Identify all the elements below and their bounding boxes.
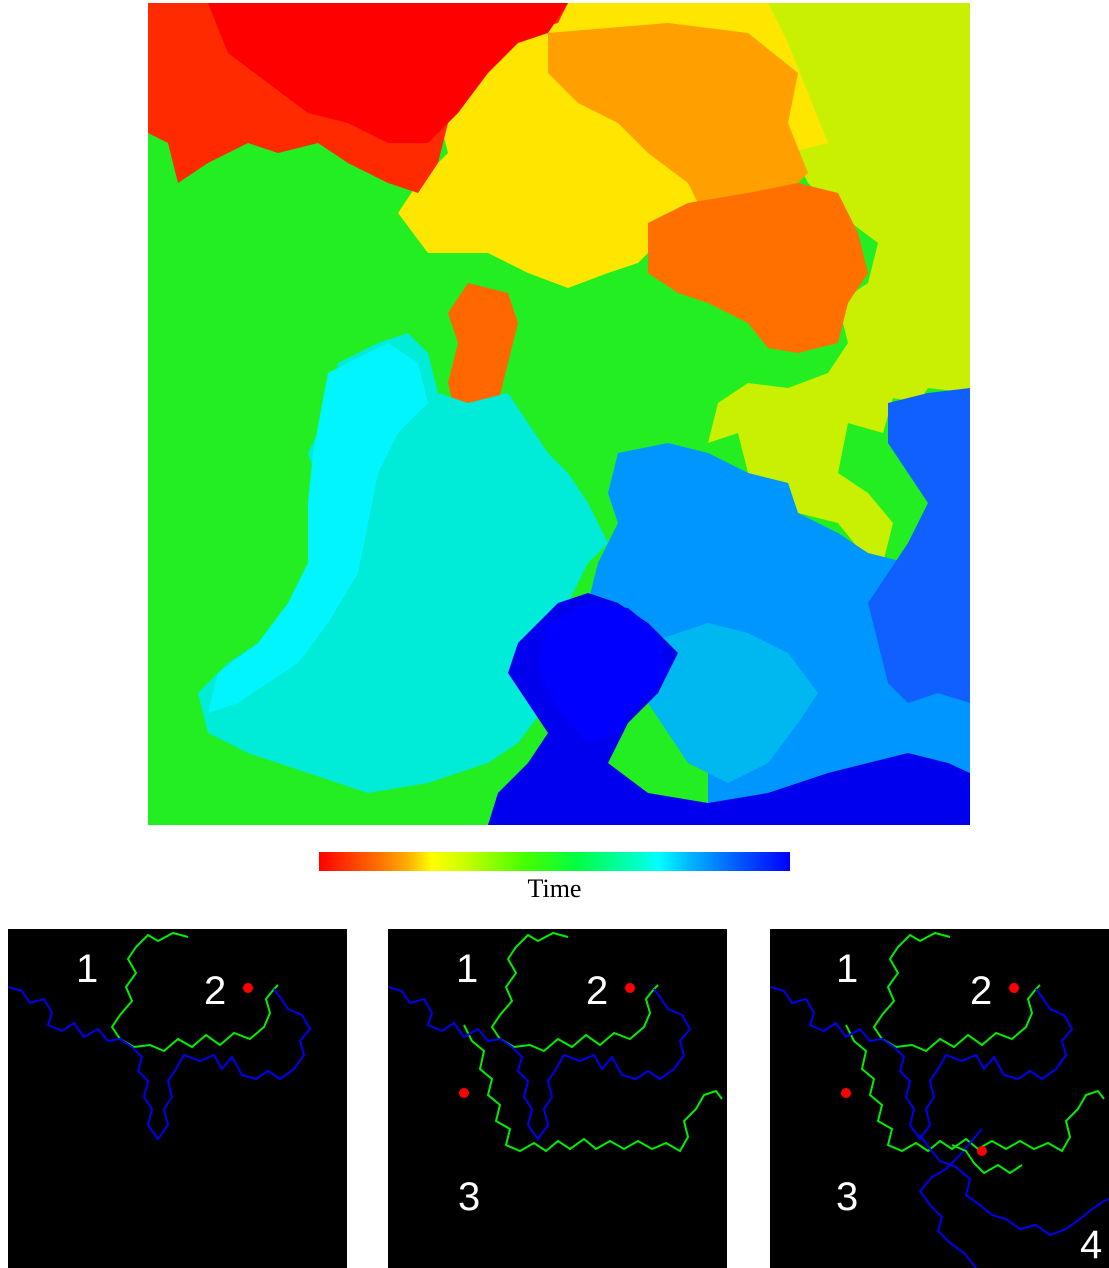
- seed-point: [243, 983, 253, 993]
- seed-point: [459, 1088, 469, 1098]
- seed-point: [977, 1146, 987, 1156]
- seed-point: [1009, 983, 1019, 993]
- front-trace-lower: [463, 1024, 723, 1153]
- growth-panel-1-traces: [8, 931, 312, 1141]
- region-light-cyan: [208, 343, 428, 713]
- front-trace: [872, 931, 1041, 1053]
- trace-path: [388, 986, 692, 1141]
- front-trace-center: [951, 1144, 1023, 1175]
- region-label-1: 1: [456, 947, 479, 991]
- trace-path-left: [918, 1128, 983, 1268]
- growth-panel-1: 1 2: [8, 929, 347, 1268]
- colorbar-label: Time: [527, 874, 582, 903]
- region-orange: [548, 23, 808, 223]
- front-trace: [490, 931, 659, 1053]
- trace-path: [770, 986, 1074, 1141]
- region-label-2: 2: [204, 969, 227, 1013]
- region-label-2: 2: [586, 969, 609, 1013]
- region-blue-right: [868, 388, 970, 703]
- growth-panel-2-traces: [388, 931, 723, 1153]
- region-sky-blue: [588, 443, 970, 825]
- time-colorbar: [319, 852, 790, 871]
- region-label-2: 2: [970, 969, 993, 1013]
- trace-path-lower: [919, 1134, 1109, 1237]
- region-label-3: 3: [836, 1175, 859, 1219]
- region-deep-red: [208, 3, 568, 143]
- growth-panel-3-traces: [770, 931, 1109, 1268]
- arrival-time-map: [148, 3, 970, 825]
- region-deep-blue: [538, 603, 668, 743]
- growth-panel-3: 1 2 3 4: [770, 929, 1109, 1268]
- front-trace: [110, 931, 279, 1053]
- trace-path: [8, 986, 312, 1141]
- region-light-blue: [638, 623, 818, 783]
- region-label-1: 1: [836, 947, 859, 991]
- region-yellow-green: [708, 3, 970, 563]
- seed-point: [625, 983, 635, 993]
- front-trace-lower: [845, 1024, 1105, 1153]
- region-cyan: [198, 333, 608, 793]
- region-label-1: 1: [76, 947, 99, 991]
- region-label-4: 4: [1080, 1223, 1103, 1267]
- region-dark-orange: [648, 183, 868, 353]
- region-label-3: 3: [458, 1175, 481, 1219]
- growth-panel-2: 1 2 3: [388, 929, 727, 1268]
- seed-point: [841, 1088, 851, 1098]
